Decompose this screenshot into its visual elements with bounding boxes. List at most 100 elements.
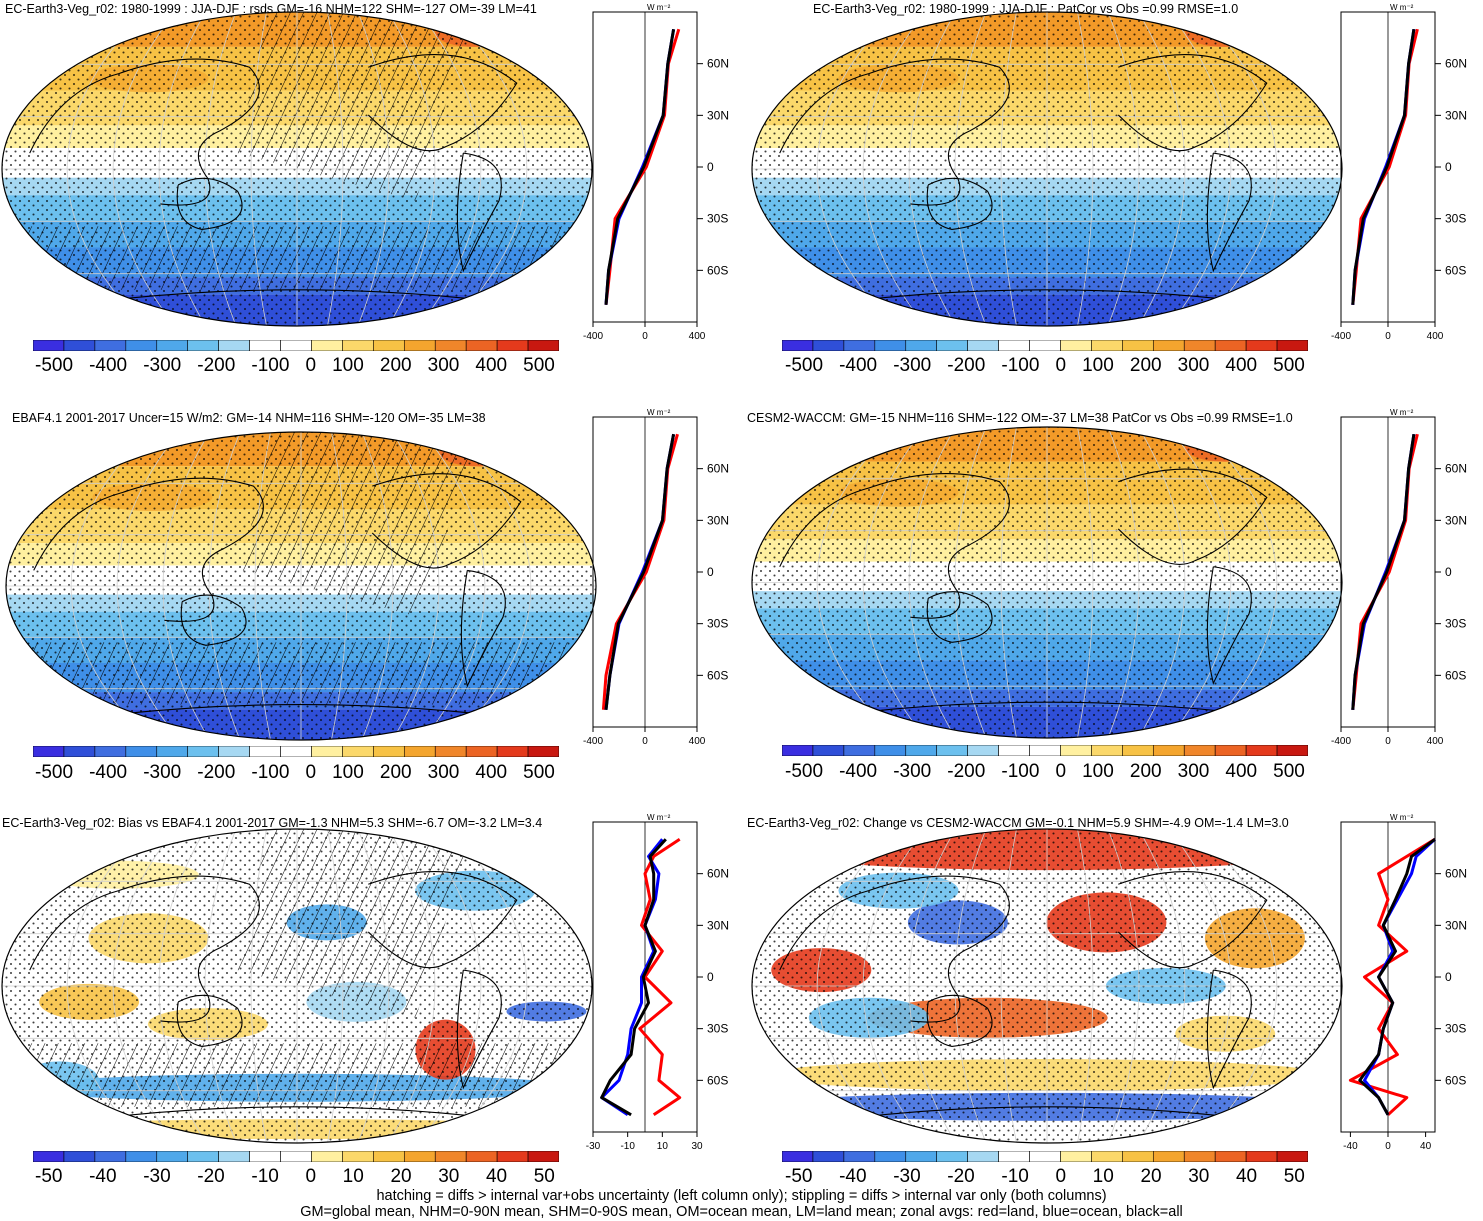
colorbar-swatch (1029, 1151, 1061, 1162)
colorbar-swatch (1214, 340, 1247, 351)
colorbar-tick-label: 300 (427, 355, 460, 376)
meridian-line (1077, 12, 1094, 326)
lat-tick-label: 30N (1445, 918, 1467, 932)
map-outline (751, 426, 1343, 739)
coastline (926, 591, 993, 643)
lat-tick-label: 60S (707, 1073, 728, 1087)
meridian-line (1168, 427, 1232, 738)
colorbar-swatch (94, 340, 127, 351)
meridian-line (422, 432, 486, 740)
colorbar-tick-label: 300 (1177, 355, 1210, 376)
zonal-line-ocean (604, 28, 676, 305)
colorbar-swatch (527, 340, 559, 351)
colorbar-swatch (94, 746, 127, 757)
lat-tick-label: 30S (1445, 617, 1466, 631)
colorbar (33, 340, 559, 351)
meridian-line (327, 12, 344, 326)
lat-tick-label: 30S (707, 1022, 728, 1036)
colorbar-swatch (280, 340, 312, 351)
colorbar-swatch (812, 745, 845, 756)
colorbar-swatch (1152, 340, 1185, 351)
colorbar-tick-label: 0 (305, 1166, 317, 1187)
colorbar-swatch (843, 745, 876, 756)
zonal-average-plot: W m⁻² 60N 30N 0 30S 60S -40 0 40 (1340, 813, 1467, 1152)
colorbar-swatch (249, 1151, 281, 1162)
zonal-line-all (1351, 433, 1416, 710)
colorbar-swatch (1245, 1151, 1278, 1162)
colorbar-swatch (1060, 340, 1092, 351)
colorbar-swatch (156, 746, 189, 757)
colorbar-tick-label: -100 (251, 762, 290, 783)
colorbar-swatch (782, 1151, 814, 1162)
colorbar-tick-label: -400 (89, 762, 128, 783)
colorbar-tick-label: -10 (251, 1166, 279, 1187)
meridian-line (204, 829, 237, 1143)
meridian-line (388, 12, 436, 326)
colorbar-swatch (874, 745, 907, 756)
zonal-average-plot: W m⁻² 60N 30N 0 30S 60S -400 0 400 (583, 408, 729, 747)
zonal-units-label: W m⁻² (1390, 408, 1414, 417)
colorbar-tick-label: -30 (893, 1166, 921, 1187)
x-tick-label: -400 (583, 331, 603, 342)
colorbar-swatch (812, 1151, 845, 1162)
x-tick-label: 0 (642, 331, 648, 342)
meridian-line (418, 829, 482, 1143)
map-outline (751, 828, 1343, 1144)
colorbar-swatch (1122, 1151, 1154, 1162)
lat-tick-label: 30N (707, 918, 729, 932)
zonal-line-ocean (1351, 28, 1416, 305)
colorbar (33, 1151, 559, 1162)
colorbar-tick-label: -300 (143, 762, 182, 783)
zonal-line-land (638, 837, 682, 1117)
colorbar-tick-label: 400 (475, 355, 508, 376)
colorbar-tick-label: -20 (197, 1166, 225, 1187)
panel-title: EC-Earth3-Veg_r02: 1980-1999 : JJA-DJF :… (813, 2, 1239, 16)
colorbar-swatch (465, 1151, 498, 1162)
lat-tick-label: 60N (707, 57, 729, 71)
colorbar-swatch (434, 1151, 467, 1162)
colorbar-tick-label: 100 (332, 762, 364, 783)
colorbar-swatch (1183, 340, 1216, 351)
colorbar-tick-label: 400 (1225, 761, 1258, 782)
colorbar-swatch (373, 1151, 405, 1162)
meridian-line (1168, 829, 1232, 1143)
colorbar-tick-label: 200 (1129, 761, 1162, 782)
colorbar-tick-label: 400 (475, 762, 508, 783)
x-tick-label: -400 (1331, 736, 1351, 747)
lat-tick-label: 0 (707, 970, 714, 984)
meridian-line (327, 829, 344, 1143)
colorbar-swatch (998, 340, 1030, 351)
meridian-line (1199, 427, 1278, 738)
meridian-line (388, 829, 436, 1143)
colorbar-swatch (187, 1151, 219, 1162)
coastline (839, 701, 1255, 716)
colorbar-swatch (1214, 1151, 1247, 1162)
colorbar-tick-label: -200 (197, 762, 236, 783)
colorbar (782, 745, 1308, 756)
colorbar-swatch (1091, 1151, 1123, 1162)
world-map (5, 431, 597, 741)
colorbar-tick-label: -500 (785, 355, 824, 376)
colorbar-tick-label: 50 (1283, 1166, 1305, 1187)
x-tick-label: -400 (583, 736, 603, 747)
meridian-line (908, 829, 956, 1143)
colorbar-swatch (465, 340, 498, 351)
colorbar-labels: -50 -40 -30 -20 -10 0 10 20 30 40 50 (785, 1166, 1305, 1188)
world-map (751, 426, 1343, 739)
x-tick-label: -30 (586, 1141, 601, 1152)
zonal-units-label: W m⁻² (647, 408, 671, 417)
coastline (93, 704, 509, 718)
zonal-average-plot: W m⁻² 60N 30N 0 30S 60S -400 0 400 (1331, 408, 1467, 747)
map-outline (5, 431, 597, 741)
meridian-line (954, 427, 987, 738)
zonal-units-label: W m⁻² (647, 3, 671, 12)
colorbar-tick-label: 30 (1188, 1166, 1210, 1187)
colorbar (33, 746, 559, 757)
colorbar-tick-label: 300 (1177, 761, 1210, 782)
x-tick-label: 40 (1420, 1141, 1432, 1152)
colorbar-swatch (905, 1151, 938, 1162)
x-tick-label: 10 (657, 1141, 669, 1152)
x-tick-label: -400 (1331, 331, 1351, 342)
colorbar-swatch (496, 746, 529, 757)
lat-tick-label: 0 (1445, 565, 1452, 579)
